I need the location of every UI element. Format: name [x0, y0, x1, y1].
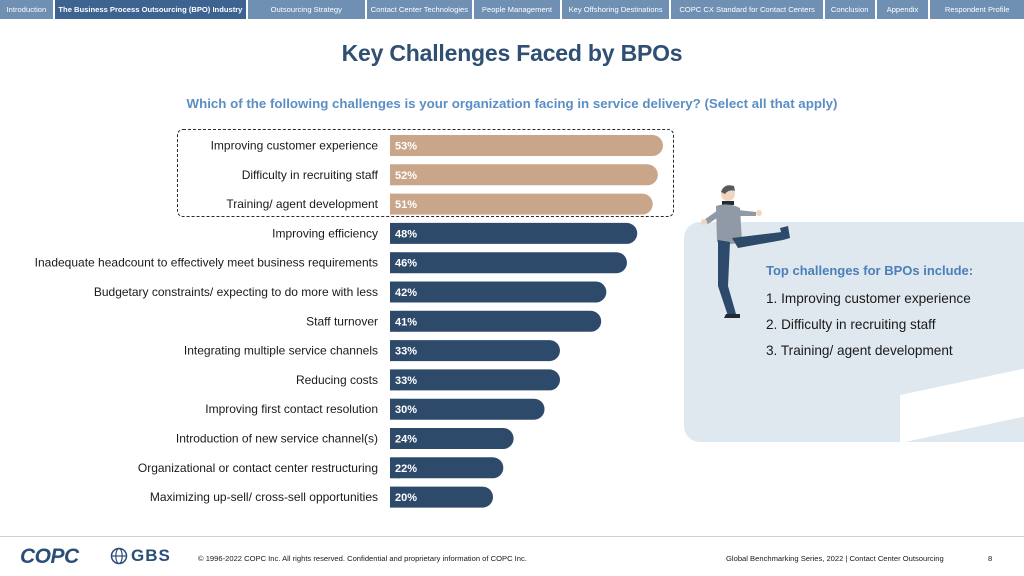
bar — [390, 252, 627, 274]
bar-value-label: 20% — [395, 492, 417, 504]
page-number: 8 — [988, 554, 993, 563]
category-label: Improving efficiency — [272, 226, 378, 240]
copc-logo: COPC — [20, 545, 79, 568]
nav-tab[interactable]: People Management — [474, 0, 560, 19]
summary-item: 3. Training/ agent development — [766, 343, 953, 358]
bar — [390, 193, 653, 215]
category-label: Inadequate headcount to effectively meet… — [35, 256, 378, 270]
nav-tab[interactable]: Key Offshoring Destinations — [561, 0, 670, 19]
bar — [390, 398, 545, 420]
bar-value-label: 41% — [395, 316, 417, 328]
footer-divider — [0, 536, 1024, 537]
bar — [390, 340, 560, 362]
challenges-bar-chart: Improving customer experience 53% Difficul… — [35, 135, 663, 508]
category-label: Staff turnover — [306, 314, 378, 328]
bar — [390, 281, 607, 303]
nav-tab[interactable]: COPC CX Standard for Contact Centers — [671, 0, 823, 19]
page-title: Key Challenges Faced by BPOs — [341, 40, 683, 66]
bar — [390, 135, 663, 156]
globe-icon — [110, 547, 128, 565]
bar-left-edge — [390, 135, 401, 156]
nav-tab[interactable]: Outsourcing Strategy — [248, 0, 365, 19]
bar-left-edge — [390, 193, 401, 215]
top-navigation: Introduction The Business Process Outsour… — [0, 0, 1024, 19]
nav-tab[interactable]: Appendix — [876, 0, 929, 19]
bar — [390, 486, 494, 508]
summary-item: 2. Difficulty in recruiting staff — [766, 317, 936, 332]
bar-value-label: 33% — [395, 346, 417, 358]
category-label: Training/ agent development — [226, 197, 378, 211]
nav-tab[interactable]: The Business Process Outsourcing (BPO) I… — [54, 0, 247, 19]
category-label: Improving customer experience — [211, 139, 379, 153]
bar-value-label: 24% — [395, 434, 417, 446]
bar — [390, 369, 560, 391]
bar — [390, 428, 514, 449]
bar-left-edge — [390, 457, 401, 479]
bar-value-label: 53% — [395, 141, 417, 153]
gbs-logo-text: GBS — [131, 546, 171, 565]
survey-question: Which of the following challenges is you… — [186, 96, 838, 111]
nav-tab[interactable]: Contact Center Technologies — [366, 0, 473, 19]
summary-heading: Top challenges for BPOs include: — [766, 263, 974, 278]
top-three-highlight-box — [177, 129, 674, 217]
nav-tab[interactable]: Introduction — [0, 0, 53, 19]
bar-left-edge — [390, 369, 401, 391]
category-label: Organizational or contact center restruc… — [138, 461, 378, 475]
bar-value-label: 46% — [395, 258, 417, 270]
bar-left-edge — [390, 222, 401, 244]
nav-tab[interactable]: Respondent Profile — [930, 0, 1024, 19]
bar-value-label: 33% — [395, 375, 417, 387]
bar-value-label: 42% — [395, 287, 417, 299]
bar-left-edge — [390, 281, 401, 303]
bar-left-edge — [390, 340, 401, 362]
bar-left-edge — [390, 164, 401, 186]
category-label: Budgetary constraints/ expecting to do m… — [94, 285, 378, 299]
bar-value-label: 22% — [395, 463, 417, 475]
bar-value-label: 30% — [395, 404, 417, 416]
bar-value-label: 52% — [395, 170, 417, 182]
category-label: Improving first contact resolution — [205, 402, 378, 416]
bar — [390, 457, 504, 479]
bar-value-label: 51% — [395, 199, 417, 211]
copyright-text: © 1996-2022 COPC Inc. All rights reserve… — [198, 554, 527, 563]
summary-list: 1. Improving customer experience 2. Diff… — [766, 288, 971, 366]
bar — [390, 222, 638, 244]
nav-tab[interactable]: Conclusion — [824, 0, 875, 19]
bar — [390, 310, 602, 332]
bar-left-edge — [390, 310, 401, 332]
summary-item: 1. Improving customer experience — [766, 291, 971, 306]
bar-left-edge — [390, 398, 401, 420]
report-series-text: Global Benchmarking Series, 2022 | Conta… — [726, 554, 944, 563]
bar-left-edge — [390, 486, 401, 508]
category-label: Introduction of new service channel(s) — [176, 432, 378, 446]
person-kicking-icon — [701, 185, 790, 318]
bar-value-label: 48% — [395, 228, 417, 240]
category-label: Difficulty in recruiting staff — [242, 168, 379, 182]
gbs-logo: GBS — [110, 546, 171, 566]
category-label: Maximizing up-sell/ cross-sell opportuni… — [150, 490, 378, 504]
bar — [390, 164, 658, 186]
bar-left-edge — [390, 428, 401, 449]
category-label: Reducing costs — [296, 373, 378, 387]
bar-left-edge — [390, 252, 401, 274]
category-label: Integrating multiple service channels — [184, 344, 378, 358]
